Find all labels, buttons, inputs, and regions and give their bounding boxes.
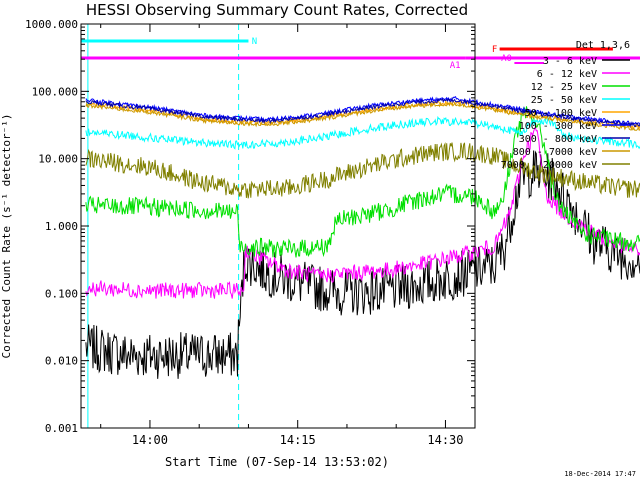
legend-entry-label: 12 - 25 keV xyxy=(531,82,597,93)
legend-entry-label: 800 - 7000 keV xyxy=(513,147,597,158)
state-label: A1 xyxy=(450,61,461,71)
y-tick-label: 10.000 xyxy=(38,153,78,166)
series-line xyxy=(85,141,640,199)
x-tick-label: 14:30 xyxy=(427,433,463,447)
state-label: A0 xyxy=(501,54,512,64)
legend-entry-label: 3 - 6 keV xyxy=(543,56,597,67)
legend-entry-label: 100 - 300 keV xyxy=(519,121,597,132)
y-tick-label: 0.100 xyxy=(45,287,78,300)
legend-entry-label: 6 - 12 keV xyxy=(537,69,597,80)
y-tick-label: 0.010 xyxy=(45,355,78,368)
state-label: F xyxy=(492,45,497,55)
series-line xyxy=(85,96,640,128)
y-tick-label: 100.000 xyxy=(32,85,78,98)
y-tick-label: 1000.000 xyxy=(25,18,78,31)
state-label: N xyxy=(252,37,257,47)
legend-entry-label: 25 - 50 keV xyxy=(531,95,597,106)
axes: 1000.000 100.000 10.000 1.000 0.100 0.010 0.00… xyxy=(25,18,476,447)
y-axis-label: Corrected Count Rate (s⁻¹ detector⁻¹) xyxy=(0,113,13,358)
series-line xyxy=(85,106,640,258)
legend-title: Det 1,3,6 xyxy=(576,40,630,51)
x-tick-label: 14:00 xyxy=(132,433,168,447)
y-tick-label: 0.001 xyxy=(45,422,78,435)
y-tick-label: 1.000 xyxy=(45,220,78,233)
legend: Det 1,3,6 3 - 6 keV 6 - 12 keV 12 - 25 keV… xyxy=(501,40,630,171)
x-tick-label: 14:15 xyxy=(280,433,316,447)
x-axis-label: Start Time (07-Sep-14 13:53:02) xyxy=(165,455,389,469)
legend-entry-label: 300 - 800 keV xyxy=(519,134,597,145)
series-line xyxy=(85,126,640,299)
chart-title: HESSI Observing Summary Count Rates, Cor… xyxy=(86,1,468,19)
generation-timestamp: 18-Dec-2014 17:47 xyxy=(564,470,636,478)
legend-entry-label: 7000 - 20000 keV xyxy=(501,160,597,171)
series-line xyxy=(85,150,640,379)
series-line xyxy=(85,101,640,131)
attenuator-markers: N F A1 A0 xyxy=(81,37,640,71)
series-layer xyxy=(85,95,640,379)
legend-entry-label: 50 - 100 keV xyxy=(525,108,597,119)
series-line xyxy=(85,115,640,150)
